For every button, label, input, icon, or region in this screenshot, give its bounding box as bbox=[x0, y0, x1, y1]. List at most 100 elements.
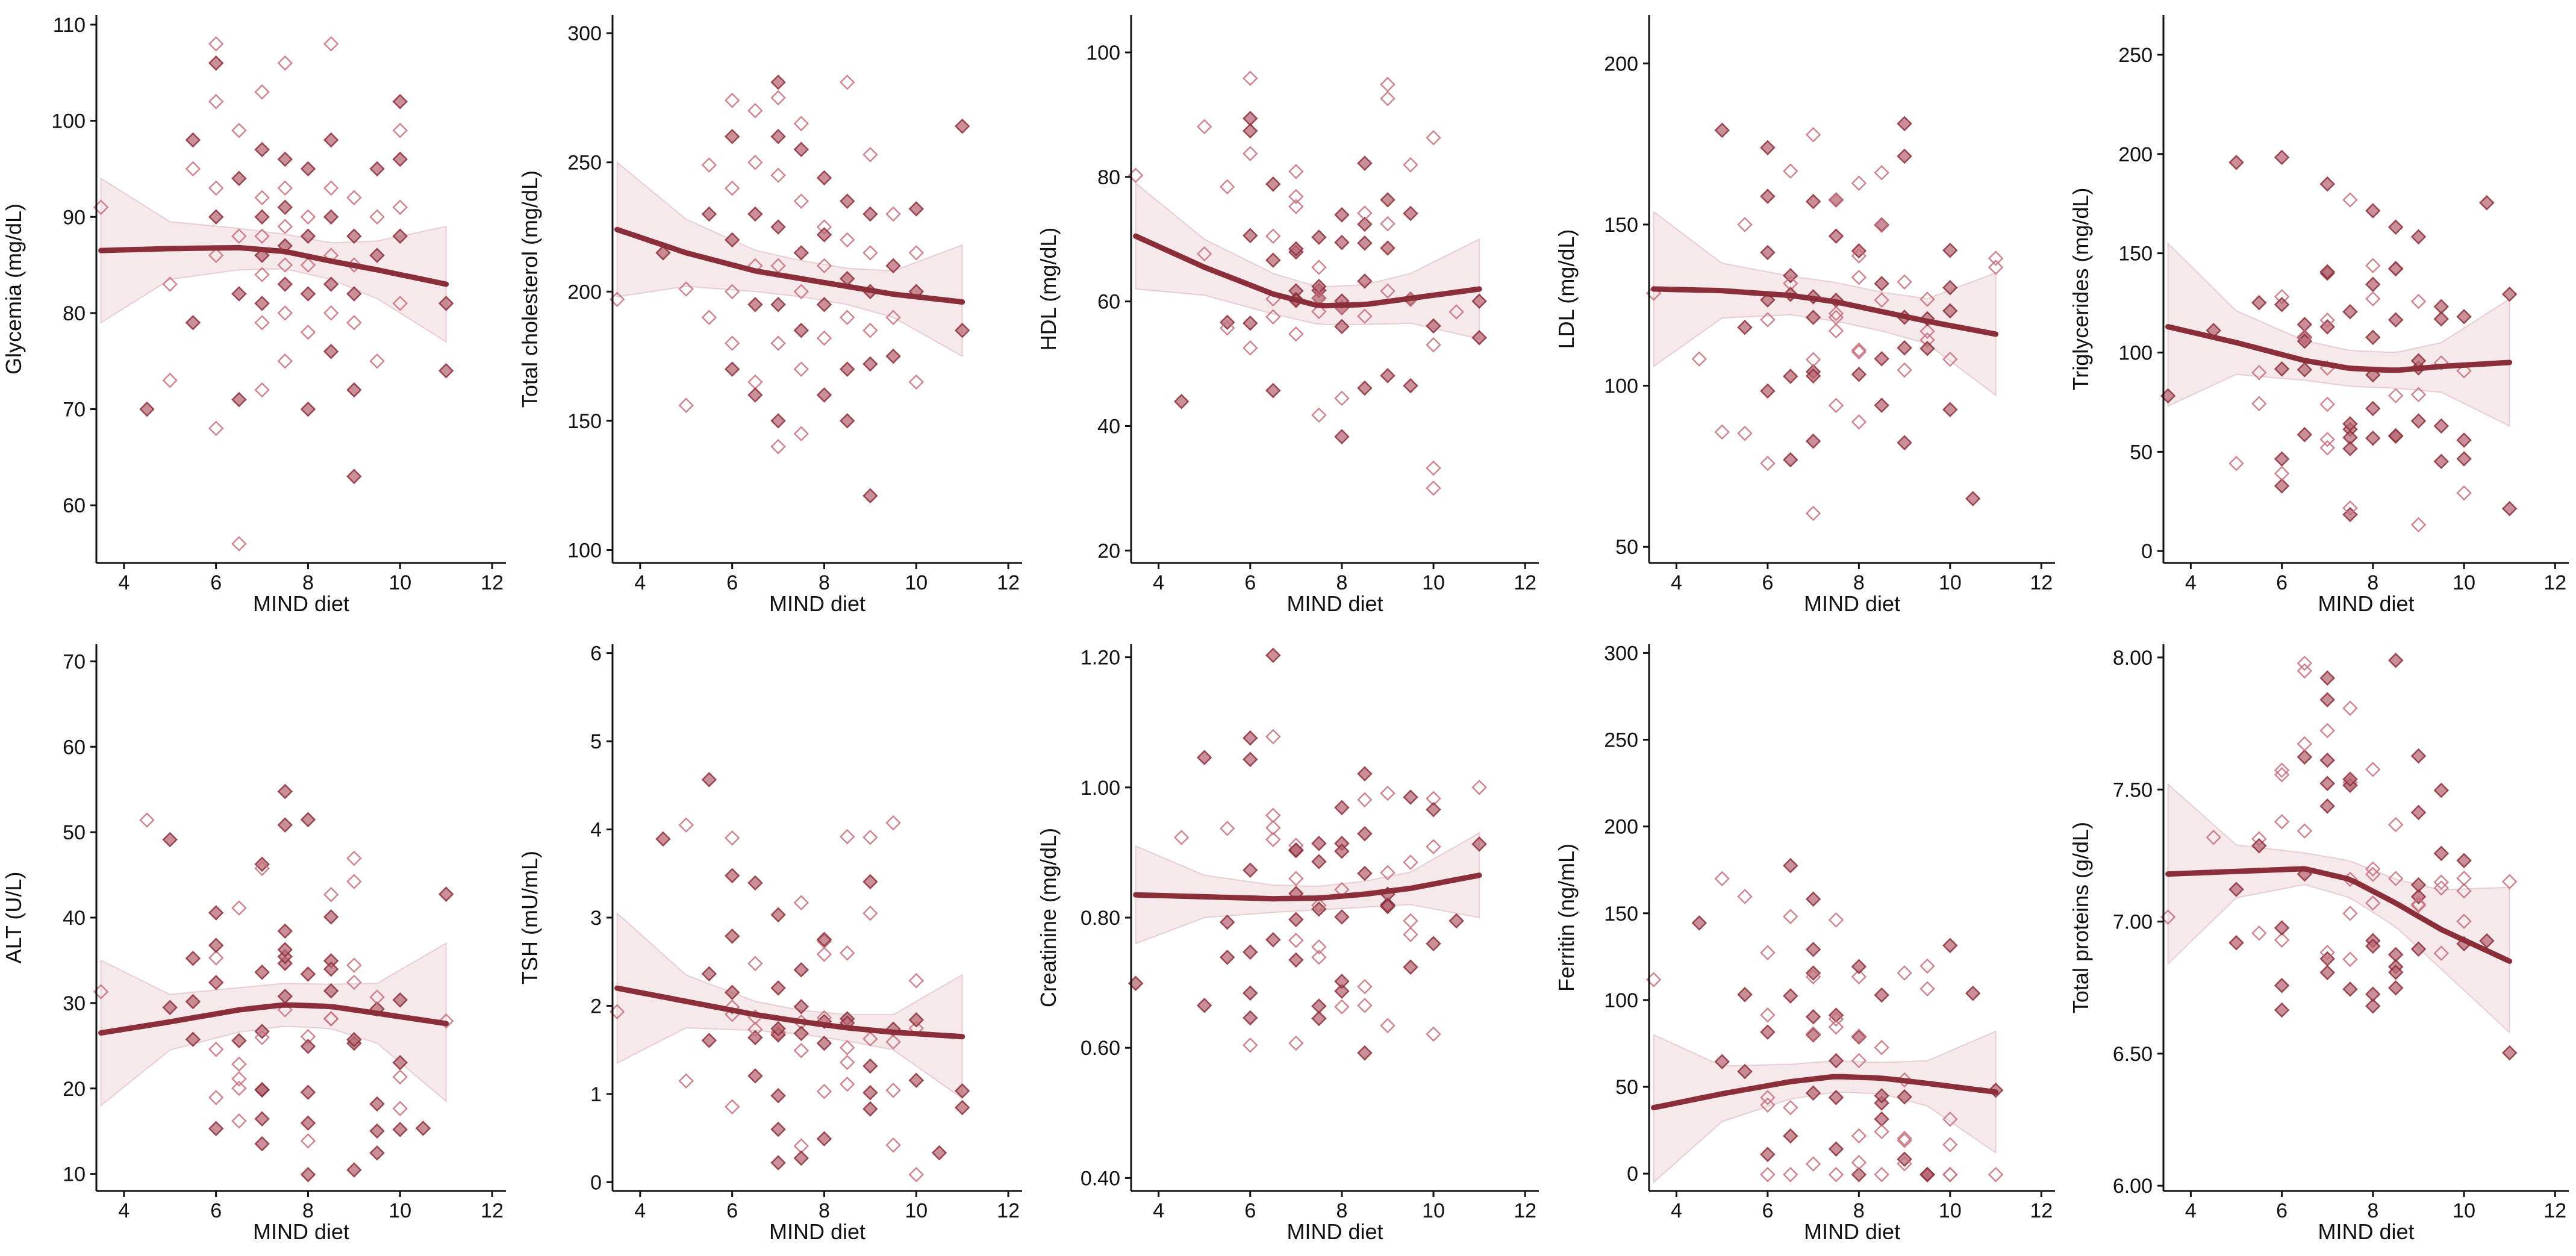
y-tick-label: 50 bbox=[63, 821, 86, 844]
y-tick-label: 1 bbox=[590, 1083, 602, 1106]
data-point bbox=[208, 950, 224, 966]
data-point bbox=[1874, 1124, 1889, 1140]
data-point bbox=[1760, 945, 1776, 960]
data-point bbox=[1334, 429, 1350, 445]
data-point bbox=[1760, 1090, 1776, 1105]
data-point bbox=[678, 397, 694, 413]
data-point bbox=[1311, 897, 1327, 913]
confidence-band bbox=[1653, 1030, 1997, 1184]
data-point bbox=[1760, 140, 1776, 156]
x-tick-label: 8 bbox=[819, 571, 830, 594]
data-point bbox=[1471, 836, 1487, 852]
data-point bbox=[323, 344, 339, 359]
data-point bbox=[1311, 303, 1327, 320]
data-point bbox=[2319, 396, 2335, 412]
data-point bbox=[885, 815, 901, 831]
data-point bbox=[1243, 111, 1258, 126]
x-tick-label: 6 bbox=[726, 1199, 738, 1222]
data-point bbox=[392, 199, 408, 216]
data-point bbox=[1760, 383, 1776, 399]
y-axis-title: ALT (U/L) bbox=[1, 872, 26, 964]
data-point bbox=[1357, 766, 1373, 782]
data-point bbox=[254, 860, 270, 877]
panel-2: 4 6 8 10 12 100 150 200 250 300 MIND diet Total cho… bbox=[517, 15, 1022, 616]
data-point bbox=[1380, 865, 1396, 881]
data-point bbox=[2479, 194, 2495, 211]
data-point bbox=[1760, 1146, 1776, 1163]
data-point bbox=[1288, 241, 1304, 257]
data-point bbox=[908, 245, 925, 261]
data-point bbox=[254, 267, 270, 282]
data-point bbox=[2433, 945, 2450, 961]
data-point bbox=[724, 928, 740, 944]
data-point bbox=[2228, 934, 2244, 951]
data-point bbox=[2251, 365, 2267, 381]
y-tick-label: 0 bbox=[590, 1171, 602, 1194]
data-point bbox=[1828, 397, 1844, 414]
data-point bbox=[1851, 269, 1867, 285]
y-tick-label: 20 bbox=[63, 1078, 86, 1101]
data-point bbox=[2274, 451, 2290, 467]
data-point bbox=[2456, 451, 2472, 467]
data-point bbox=[2387, 219, 2404, 235]
x-tick-label: 12 bbox=[1514, 1199, 1536, 1222]
y-tick-label: 100 bbox=[567, 539, 602, 562]
data-point bbox=[793, 116, 809, 132]
data-point bbox=[839, 829, 855, 845]
data-point bbox=[1288, 1035, 1304, 1051]
data-point bbox=[1311, 950, 1327, 965]
fit-line bbox=[2165, 866, 2513, 964]
data-point bbox=[747, 956, 763, 972]
data-point bbox=[1805, 1085, 1821, 1101]
data-point bbox=[1426, 460, 1441, 476]
y-tick-label: 4 bbox=[590, 819, 602, 842]
data-point bbox=[277, 942, 293, 957]
x-tick-label: 12 bbox=[1514, 571, 1536, 594]
data-point bbox=[1196, 750, 1212, 765]
data-point bbox=[770, 219, 786, 235]
data-point bbox=[816, 170, 832, 186]
data-point bbox=[1380, 283, 1396, 299]
data-point bbox=[2319, 798, 2335, 814]
data-point bbox=[816, 947, 832, 962]
data-point bbox=[1243, 1010, 1258, 1026]
data-point bbox=[2206, 829, 2221, 845]
data-point bbox=[2365, 938, 2381, 954]
y-axis-title: Total proteins (g/dL) bbox=[2068, 822, 2093, 1013]
data-point bbox=[300, 209, 316, 225]
y-tick-label: 250 bbox=[2118, 44, 2153, 67]
data-point bbox=[862, 1084, 878, 1101]
y-tick-label: 0.60 bbox=[1081, 1037, 1120, 1060]
data-point bbox=[1897, 1130, 1912, 1146]
data-point bbox=[254, 1082, 270, 1098]
data-point bbox=[1471, 293, 1487, 309]
y-tick-label: 100 bbox=[51, 110, 86, 133]
data-point bbox=[770, 297, 786, 312]
data-point bbox=[1897, 435, 1912, 451]
data-point bbox=[862, 206, 878, 222]
data-point bbox=[1426, 801, 1441, 818]
data-point bbox=[839, 232, 855, 248]
x-tick-label: 4 bbox=[1671, 571, 1682, 594]
data-point bbox=[2387, 871, 2404, 886]
data-point bbox=[931, 1145, 947, 1161]
data-point bbox=[1380, 90, 1396, 107]
data-point bbox=[1357, 1045, 1373, 1061]
data-point bbox=[438, 1013, 454, 1029]
data-point bbox=[885, 1034, 901, 1050]
data-point bbox=[208, 1042, 224, 1057]
data-point bbox=[747, 1030, 763, 1046]
data-point bbox=[2365, 762, 2381, 777]
data-point bbox=[277, 199, 293, 216]
data-point bbox=[1357, 155, 1373, 171]
data-point bbox=[1311, 998, 1327, 1014]
y-tick-label: 200 bbox=[2118, 143, 2153, 166]
data-point bbox=[1805, 368, 1821, 384]
data-point bbox=[254, 382, 270, 398]
data-point bbox=[1219, 950, 1235, 965]
data-point bbox=[2433, 782, 2450, 798]
data-point bbox=[1265, 820, 1281, 836]
data-point bbox=[254, 315, 270, 331]
y-tick-label: 200 bbox=[567, 281, 602, 303]
data-point bbox=[2342, 981, 2358, 997]
